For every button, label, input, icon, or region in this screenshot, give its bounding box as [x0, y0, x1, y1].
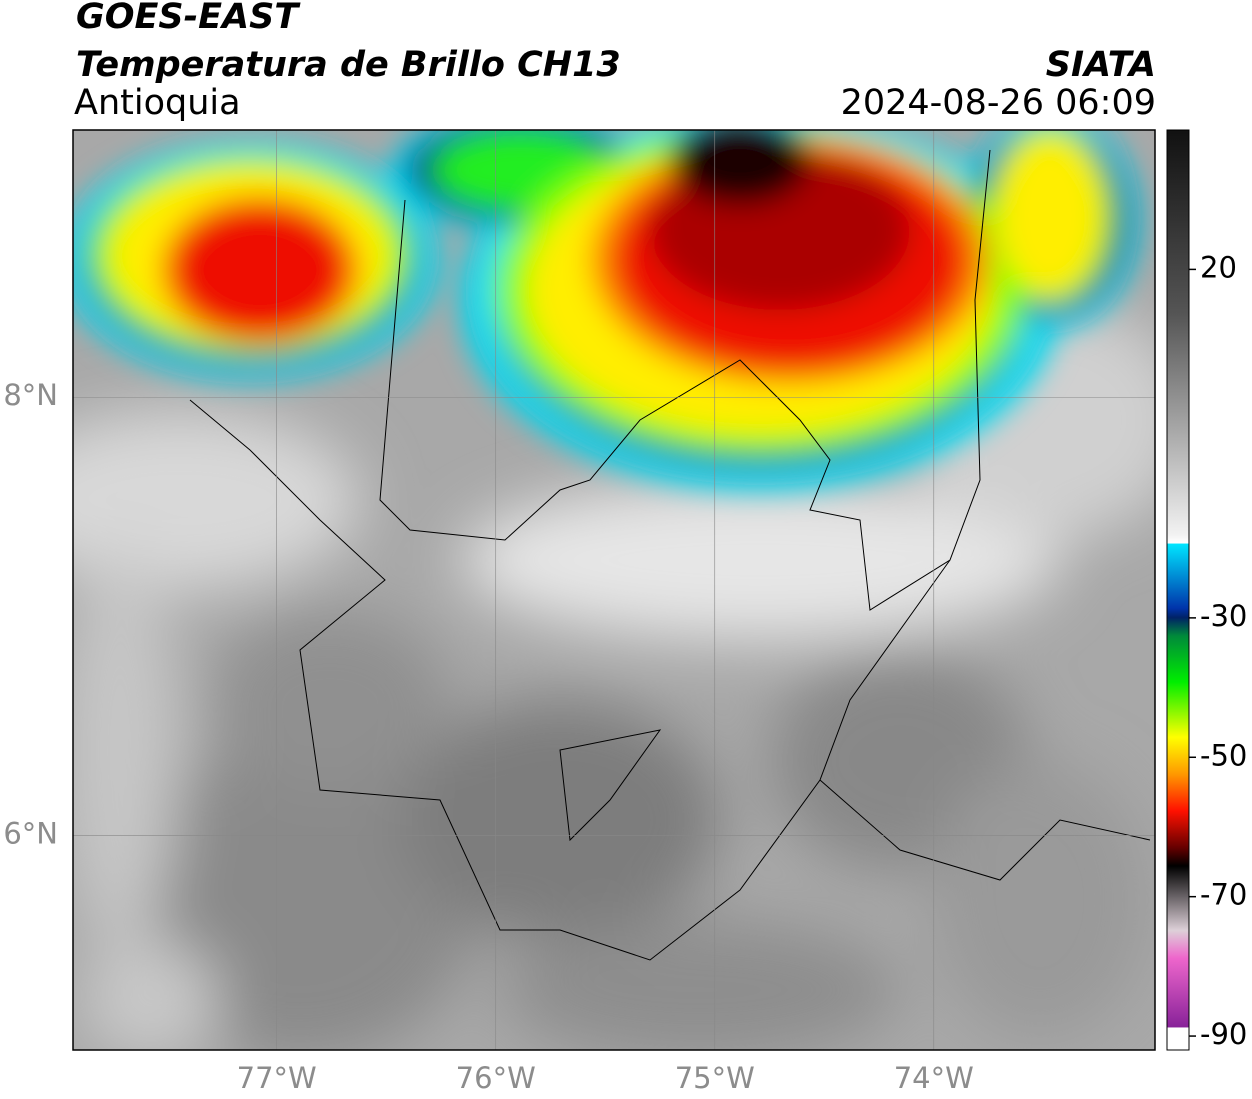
boundary	[559, 729, 662, 842]
cloud	[500, 920, 900, 1050]
cloud	[930, 760, 1150, 1040]
region: Antioquia	[74, 83, 241, 123]
colorbar	[1166, 129, 1190, 1051]
boundary	[379, 149, 991, 611]
cloud	[80, 940, 220, 1050]
cloud	[73, 550, 180, 950]
source: SIATA	[1045, 45, 1156, 85]
boundary	[189, 399, 951, 961]
subtitle: Temperatura de Brillo CH13	[76, 45, 621, 85]
cloud-cold	[73, 130, 1140, 490]
y-tick-label: 8°N	[3, 378, 58, 412]
map-frame	[72, 129, 1156, 1051]
x-tick-label: 74°W	[894, 1061, 974, 1095]
colorbar-tick-label: -50	[1200, 738, 1247, 772]
title: GOES-EAST	[76, 0, 299, 37]
cloud	[172, 204, 348, 336]
cloud	[997, 135, 1103, 295]
cloud	[210, 610, 450, 790]
datetime: 2024-08-26 06:09	[840, 83, 1156, 123]
cloud	[73, 410, 360, 590]
y-tick-label: 6°N	[3, 816, 58, 850]
boundary	[819, 779, 1151, 881]
colorbar-tick-label: 20	[1200, 250, 1237, 284]
colorbar-tick-label: -70	[1200, 878, 1247, 912]
cloud	[670, 130, 810, 205]
x-tick-label: 76°W	[456, 1061, 536, 1095]
map-imagery	[73, 130, 1155, 1050]
colorbar-tick-label: -30	[1200, 599, 1247, 633]
colorbar-tick-label: -90	[1200, 1017, 1247, 1051]
x-tick-label: 77°W	[237, 1061, 317, 1095]
cloud	[400, 700, 720, 940]
cloud	[460, 480, 1060, 640]
x-tick-label: 75°W	[675, 1061, 755, 1095]
